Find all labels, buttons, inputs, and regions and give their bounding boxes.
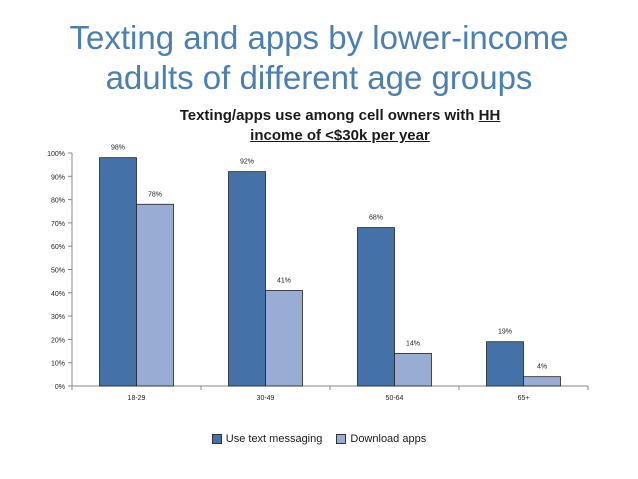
data-label: 68% xyxy=(369,215,383,222)
slide-title: Texting and apps by lower-income adults … xyxy=(40,18,598,98)
bar xyxy=(486,341,524,387)
data-label: 19% xyxy=(498,329,512,336)
chart-legend: Use text messaging Download apps xyxy=(0,433,638,445)
chart-title-part-2: income of <$30k per year xyxy=(250,127,430,144)
legend-label-series-2: Download apps xyxy=(350,433,427,445)
y-tick-label: 10% xyxy=(51,361,65,368)
x-tick-label: 65+ xyxy=(518,395,530,402)
y-tick-label: 50% xyxy=(51,268,65,275)
y-tick-label: 80% xyxy=(51,198,65,205)
legend-item-series-2: Download apps xyxy=(336,433,426,445)
bar xyxy=(136,203,174,387)
slide-title-line-1: Texting and apps by lower-income xyxy=(69,19,569,56)
bar xyxy=(523,376,561,387)
chart-title-underlined: HH xyxy=(478,107,501,124)
data-label: 92% xyxy=(240,159,254,166)
y-tick-label: 90% xyxy=(51,174,65,181)
data-label: 4% xyxy=(537,364,547,371)
y-tick-label: 30% xyxy=(51,314,65,321)
legend-item-series-1: Use text messaging xyxy=(211,433,323,445)
bar xyxy=(228,171,266,387)
x-tick-label: 30-49 xyxy=(257,395,275,402)
y-tick-label: 0% xyxy=(55,384,65,391)
legend-label-series-1: Use text messaging xyxy=(225,433,323,445)
data-label: 41% xyxy=(277,277,291,284)
y-tick-label: 20% xyxy=(51,337,65,344)
y-tick-label: 100% xyxy=(47,151,65,158)
x-tick-label: 50-64 xyxy=(386,395,404,402)
chart-title-part-1: Texting/apps use among cell owners with xyxy=(179,107,479,124)
bar xyxy=(357,227,395,387)
y-tick-label: 70% xyxy=(51,221,65,228)
legend-swatch-series-2 xyxy=(336,434,347,444)
bar xyxy=(99,157,137,387)
y-tick-label: 40% xyxy=(51,291,65,298)
bar xyxy=(265,290,303,387)
bar xyxy=(394,352,432,387)
y-tick-label: 60% xyxy=(51,244,65,251)
legend-swatch-series-1 xyxy=(211,434,222,444)
chart-title: Texting/apps use among cell owners with … xyxy=(150,106,530,146)
slide-title-line-2: adults of different age groups xyxy=(105,59,533,96)
data-label: 78% xyxy=(148,191,162,198)
x-tick-label: 18-29 xyxy=(128,395,146,402)
data-label: 14% xyxy=(406,340,420,347)
data-label: 98% xyxy=(111,145,125,152)
